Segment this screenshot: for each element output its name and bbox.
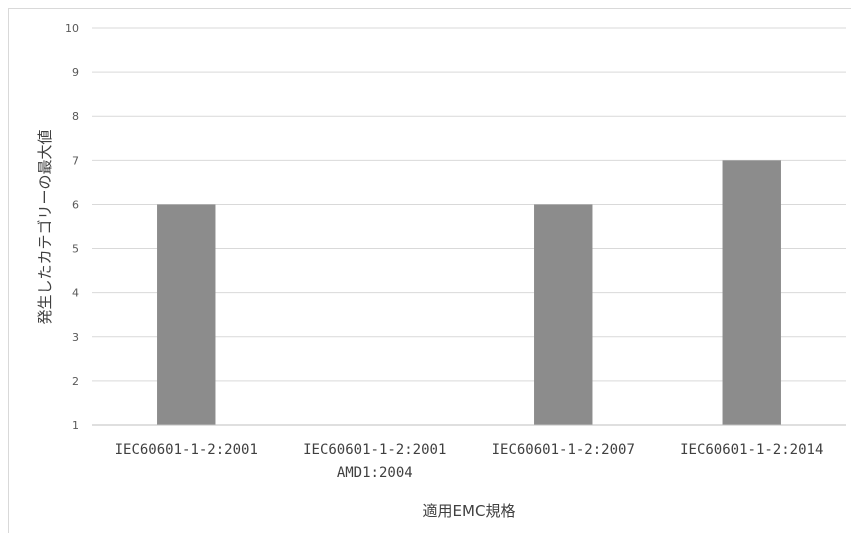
bar — [157, 204, 216, 425]
gridlines — [92, 27, 846, 382]
x-category-label: IEC60601-1-2:2001 — [115, 442, 258, 458]
y-axis-title: 発生したカテゴリーの最大値 — [36, 129, 54, 324]
x-axis-categories: IEC60601-1-2:2001 IEC60601-1-2:2001 AMD1:2… — [115, 442, 824, 481]
x-axis-title: 適用EMC規格 — [423, 502, 516, 520]
x-category-label: IEC60601-1-2:2007 — [492, 442, 635, 458]
y-tick-label: 5 — [72, 243, 79, 256]
bar — [722, 160, 781, 426]
y-tick-label: 1 — [72, 419, 79, 432]
y-tick-label: 8 — [72, 110, 79, 123]
y-tick-label: 7 — [72, 154, 79, 167]
chart-frame — [8, 8, 851, 533]
y-tick-label: 9 — [72, 66, 79, 79]
y-tick-label: 6 — [72, 198, 79, 211]
bar — [534, 204, 593, 425]
y-axis-ticks: 1 2 3 4 5 6 7 8 9 10 — [65, 22, 79, 432]
x-category-label: IEC60601-1-2:2014 — [680, 442, 823, 458]
x-category-label: IEC60601-1-2:2001 — [303, 442, 446, 458]
bars — [157, 160, 781, 426]
y-tick-label: 2 — [72, 375, 79, 388]
y-tick-label: 10 — [65, 22, 79, 35]
y-tick-label: 4 — [72, 287, 79, 300]
y-tick-label: 3 — [72, 331, 79, 344]
x-category-label: AMD1:2004 — [337, 465, 413, 481]
